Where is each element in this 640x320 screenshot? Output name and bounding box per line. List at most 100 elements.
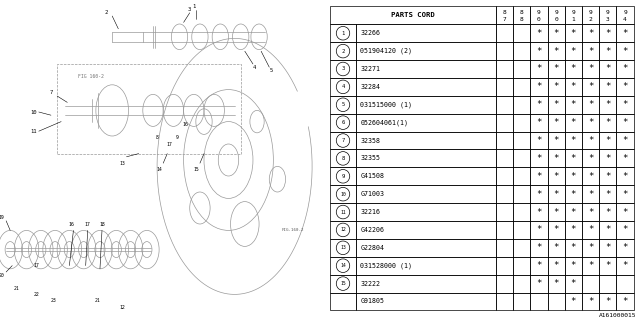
Text: *: * bbox=[605, 154, 611, 163]
Bar bbox=[356, 239, 496, 257]
Bar bbox=[356, 167, 496, 185]
Bar bbox=[564, 275, 582, 292]
Text: *: * bbox=[588, 82, 593, 92]
Text: 052604061(1): 052604061(1) bbox=[360, 119, 408, 126]
Bar bbox=[513, 149, 531, 167]
Bar bbox=[496, 24, 513, 42]
Text: 13: 13 bbox=[120, 161, 125, 166]
Text: *: * bbox=[554, 279, 559, 288]
Bar bbox=[356, 257, 496, 275]
Bar bbox=[582, 96, 599, 114]
Text: 10: 10 bbox=[340, 192, 346, 197]
Text: 16: 16 bbox=[68, 221, 74, 227]
Bar bbox=[513, 185, 531, 203]
Text: *: * bbox=[571, 243, 576, 252]
Text: *: * bbox=[536, 243, 541, 252]
Bar bbox=[496, 275, 513, 292]
Text: 8: 8 bbox=[502, 10, 506, 15]
Bar bbox=[548, 114, 564, 132]
Text: *: * bbox=[571, 172, 576, 181]
Text: 32266: 32266 bbox=[360, 30, 380, 36]
Bar bbox=[616, 42, 634, 60]
Bar bbox=[356, 185, 496, 203]
Text: 9: 9 bbox=[572, 10, 575, 15]
Text: 2: 2 bbox=[341, 49, 344, 54]
Bar bbox=[531, 24, 548, 42]
Text: *: * bbox=[588, 100, 593, 109]
Bar bbox=[548, 275, 564, 292]
Text: *: * bbox=[605, 82, 611, 92]
Bar bbox=[513, 6, 531, 24]
Bar bbox=[356, 96, 496, 114]
Text: 0: 0 bbox=[537, 17, 541, 22]
Bar bbox=[513, 78, 531, 96]
Text: *: * bbox=[554, 65, 559, 74]
Bar bbox=[531, 203, 548, 221]
Bar bbox=[356, 132, 496, 149]
Text: 6: 6 bbox=[341, 120, 344, 125]
Bar bbox=[548, 78, 564, 96]
Bar bbox=[496, 42, 513, 60]
Text: *: * bbox=[536, 279, 541, 288]
Text: *: * bbox=[571, 100, 576, 109]
Bar bbox=[513, 167, 531, 185]
Text: *: * bbox=[571, 261, 576, 270]
Bar bbox=[616, 6, 634, 24]
Text: 0: 0 bbox=[554, 17, 558, 22]
Text: 15: 15 bbox=[193, 167, 198, 172]
Bar bbox=[599, 42, 616, 60]
Text: *: * bbox=[622, 297, 628, 306]
Bar bbox=[496, 239, 513, 257]
Text: *: * bbox=[571, 225, 576, 235]
Text: *: * bbox=[605, 190, 611, 199]
Text: G71003: G71003 bbox=[360, 191, 384, 197]
Text: A161000015: A161000015 bbox=[599, 313, 637, 318]
Bar bbox=[531, 6, 548, 24]
Bar bbox=[564, 203, 582, 221]
Bar bbox=[513, 275, 531, 292]
Text: 10: 10 bbox=[30, 109, 36, 115]
Text: 2: 2 bbox=[589, 17, 593, 22]
Bar bbox=[330, 239, 356, 257]
Text: *: * bbox=[554, 100, 559, 109]
Bar bbox=[496, 114, 513, 132]
Text: *: * bbox=[571, 29, 576, 38]
Bar bbox=[582, 221, 599, 239]
Text: *: * bbox=[588, 154, 593, 163]
Bar bbox=[582, 42, 599, 60]
Text: 9: 9 bbox=[537, 10, 541, 15]
Text: *: * bbox=[536, 261, 541, 270]
Text: 1: 1 bbox=[341, 31, 344, 36]
Bar bbox=[564, 132, 582, 149]
Text: *: * bbox=[536, 118, 541, 127]
Bar bbox=[599, 149, 616, 167]
Text: 4: 4 bbox=[341, 84, 344, 89]
Text: 32222: 32222 bbox=[360, 281, 380, 287]
Bar bbox=[548, 132, 564, 149]
Text: *: * bbox=[622, 136, 628, 145]
Bar bbox=[57, 64, 241, 154]
Bar bbox=[599, 185, 616, 203]
Text: FIG 160-2: FIG 160-2 bbox=[77, 74, 104, 79]
Bar bbox=[616, 24, 634, 42]
Bar bbox=[330, 167, 356, 185]
Text: *: * bbox=[571, 47, 576, 56]
Bar bbox=[548, 221, 564, 239]
Text: 23: 23 bbox=[50, 298, 56, 303]
Text: *: * bbox=[536, 154, 541, 163]
Text: *: * bbox=[588, 225, 593, 235]
Text: 3: 3 bbox=[341, 67, 344, 71]
Text: 19: 19 bbox=[0, 215, 4, 220]
Bar bbox=[496, 60, 513, 78]
Bar bbox=[564, 24, 582, 42]
Text: 4: 4 bbox=[623, 17, 627, 22]
Text: 9: 9 bbox=[176, 135, 179, 140]
Bar bbox=[496, 221, 513, 239]
Text: *: * bbox=[588, 118, 593, 127]
Bar bbox=[330, 114, 356, 132]
Text: *: * bbox=[605, 100, 611, 109]
Bar bbox=[599, 275, 616, 292]
Text: *: * bbox=[622, 118, 628, 127]
Bar bbox=[531, 60, 548, 78]
Bar bbox=[531, 257, 548, 275]
